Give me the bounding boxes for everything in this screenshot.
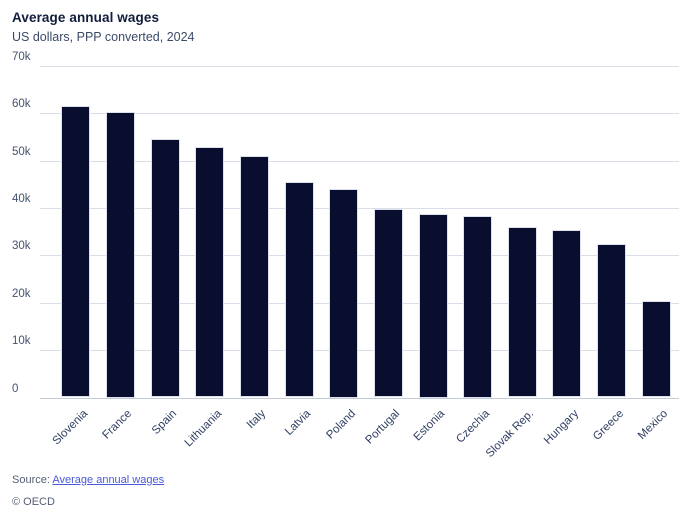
y-tick-label-20k: 20k bbox=[12, 288, 31, 300]
gridline-50k bbox=[40, 160, 679, 162]
x-axis-line bbox=[40, 397, 679, 399]
bar-slovak-rep bbox=[508, 227, 537, 397]
y-tick-label-0: 0 bbox=[12, 383, 19, 395]
source-link[interactable]: Average annual wages bbox=[52, 474, 165, 486]
gridline-70k bbox=[40, 65, 679, 67]
chart-subtitle: US dollars, PPP converted, 2024 bbox=[12, 30, 195, 44]
bar-italy bbox=[240, 156, 269, 397]
bar-lithuania bbox=[195, 147, 224, 397]
x-tick-label-mexico: Mexico bbox=[635, 407, 671, 442]
chart-title: Average annual wages bbox=[12, 10, 160, 25]
y-tick-label-30k: 30k bbox=[12, 240, 31, 252]
bar-estonia bbox=[419, 214, 448, 398]
bar-latvia bbox=[285, 182, 314, 397]
bar-france bbox=[106, 112, 135, 398]
gridline-60k bbox=[40, 112, 679, 114]
y-tick-label-10k: 10k bbox=[12, 335, 31, 347]
bar-portugal bbox=[374, 209, 403, 397]
gridline-30k bbox=[40, 254, 679, 256]
bar-mexico bbox=[642, 301, 671, 397]
bar-czechia bbox=[463, 216, 492, 398]
gridline-40k bbox=[40, 207, 679, 209]
bar-spain bbox=[151, 139, 180, 397]
bar-slovenia bbox=[61, 106, 90, 397]
bar-poland bbox=[329, 189, 358, 398]
copyright-text: © OECD bbox=[12, 496, 55, 508]
gridline-20k bbox=[40, 302, 679, 304]
y-tick-label-40k: 40k bbox=[12, 193, 31, 205]
source-line: Source: Average annual wages bbox=[12, 474, 164, 486]
y-tick-label-60k: 60k bbox=[12, 98, 31, 110]
source-label: Source: bbox=[12, 474, 50, 486]
y-tick-label-50k: 50k bbox=[12, 146, 31, 158]
bar-hungary bbox=[552, 230, 581, 397]
y-tick-label-70k: 70k bbox=[12, 51, 31, 63]
bar-greece bbox=[597, 244, 626, 397]
gridline-10k bbox=[40, 349, 679, 351]
